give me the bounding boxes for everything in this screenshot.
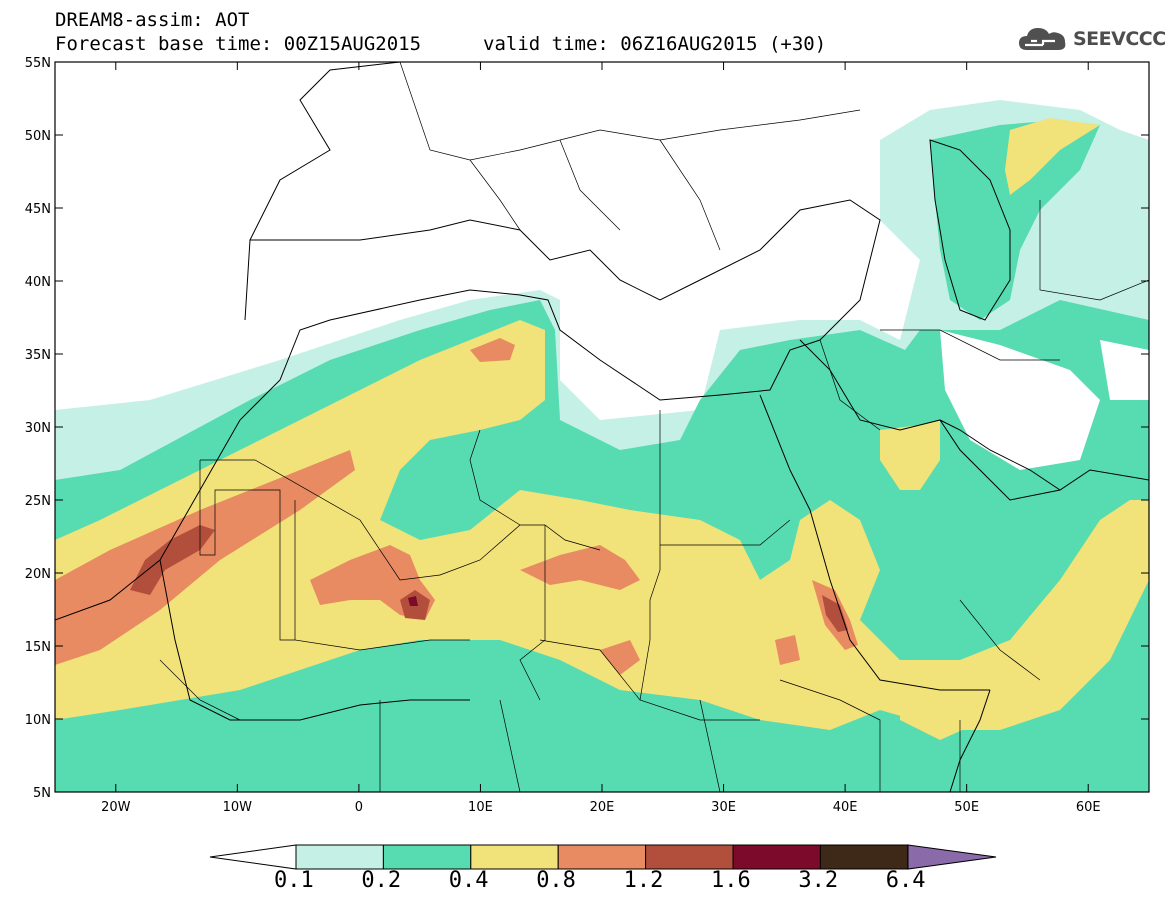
lon-tick-label: 60E: [1076, 800, 1101, 815]
aot-band-0.8-sudan: [600, 640, 640, 675]
lon-tick-label: 20W: [101, 800, 131, 815]
colorbar-label: 6.4: [885, 868, 926, 893]
lon-tick-label: 40E: [833, 800, 858, 815]
colorbar-label: 0.8: [536, 868, 576, 893]
aot-band-1.2: [130, 525, 215, 595]
aot-band-0.8-tunisia: [470, 338, 515, 362]
coastlines: [55, 62, 1149, 792]
lat-tick-label: 45N: [25, 202, 51, 217]
lat-tick-label: 30N: [25, 421, 51, 436]
aot-fields: [55, 62, 1149, 792]
lon-tick-label: 20E: [590, 800, 615, 815]
colorbar-label: 0.4: [448, 868, 489, 893]
aot-band-0.8-chad: [520, 545, 640, 590]
lon-tick-label: 30E: [711, 800, 736, 815]
colorbar-label: 3.2: [798, 868, 839, 893]
aot-clear-area-2: [1100, 340, 1149, 400]
aot-clear-area: [940, 330, 1100, 470]
colorbar-label: 0.2: [361, 868, 402, 893]
aot-band-0.4: [55, 320, 1149, 730]
lon-tick-label: 50E: [954, 800, 979, 815]
aot-band-0.4-arabia: [880, 420, 940, 490]
colorbar-swatch: [557, 844, 647, 870]
lat-tick-label: 25N: [25, 494, 51, 509]
aot-band-0.4-caspian: [1005, 118, 1100, 195]
lat-tick-label: 5N: [33, 786, 51, 801]
lon-tick-label: 10W: [223, 800, 253, 815]
aot-band-0.2-caspian: [930, 120, 1100, 320]
lat-tick-label: 10N: [25, 713, 51, 728]
lat-tick-label: 50N: [25, 129, 51, 144]
lat-tick-label: 20N: [25, 567, 51, 582]
lat-tick-label: 15N: [25, 640, 51, 655]
aot-band-0.8-ethiopia: [775, 635, 800, 665]
aot-band-1.2-eritrea: [822, 595, 848, 632]
aot-band-0.4-horn: [900, 680, 990, 740]
map-title: DREAM8-assim: AOT: [55, 9, 250, 31]
colorbar-over-arrow: [907, 844, 997, 870]
country-borders: [159, 62, 1149, 792]
axis-ticks: 20W 10W 0 10E 20E 30E 40E 50E 60E 55N 50N 45N 40N 35N…: [25, 56, 1149, 815]
logo-text: SEEVCCC: [1073, 28, 1165, 50]
colorbar-label: 1.6: [711, 868, 751, 893]
lon-tick-label: 0: [355, 800, 363, 815]
colorbar-swatch: [295, 844, 384, 870]
lat-tick-label: 35N: [25, 348, 51, 363]
colorbar: [209, 844, 997, 870]
colorbar-swatch: [732, 844, 821, 870]
seevccc-logo: SEEVCCC: [1017, 24, 1165, 54]
colorbar-label: 1.2: [623, 868, 664, 893]
colorbar-swatch: [819, 844, 909, 870]
lat-tick-label: 40N: [25, 275, 51, 290]
cloud-icon: [1019, 28, 1066, 50]
colorbar-label: 0.1: [274, 868, 314, 893]
lon-tick-label: 10E: [468, 800, 493, 815]
colorbar-swatch: [382, 844, 472, 870]
colorbar-swatch: [645, 844, 734, 870]
colorbar-under-arrow: [209, 844, 297, 870]
forecast-base-time: Forecast base time: 00Z15AUG2015: [55, 33, 422, 55]
lat-tick-label: 55N: [25, 56, 51, 71]
aot-band-1.6: [408, 596, 418, 606]
valid-time: valid time: 06Z16AUG2015 (+30): [483, 33, 827, 55]
colorbar-swatch: [470, 844, 559, 870]
